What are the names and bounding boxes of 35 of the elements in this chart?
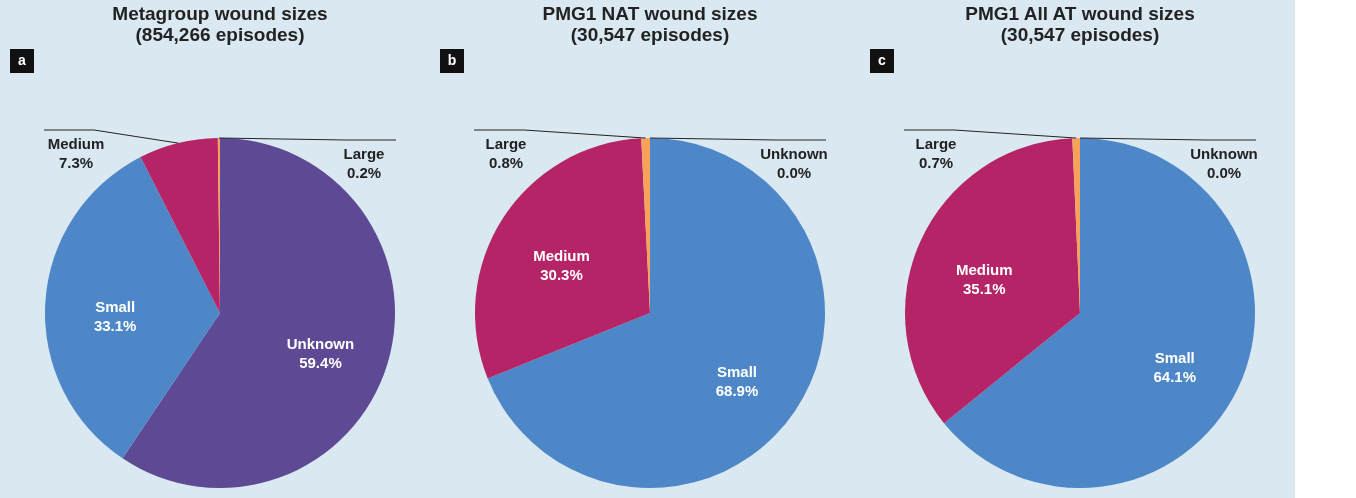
data-label: 59.4% — [299, 353, 342, 371]
data-label: 35.1% — [962, 279, 1006, 297]
legend-label: Unknown — [1190, 145, 1258, 162]
text: a — [18, 52, 27, 68]
chart-title: PMG1 NAT wound sizes (30,547 episodes) — [542, 3, 758, 45]
chart-title: PMG1 All AT wound sizes (30,547 episodes) — [965, 3, 1195, 45]
text: 0.0% — [776, 164, 812, 181]
slice-label: Medium — [47, 135, 105, 152]
slice-label: Large — [343, 145, 385, 162]
data-label: 68.9% — [715, 381, 759, 399]
pie-slice — [140, 138, 220, 313]
slice-label: Unknown — [286, 334, 355, 352]
slice-label: Small — [95, 297, 136, 315]
slice-label: Small — [717, 362, 758, 380]
text: 0.0% — [1206, 164, 1242, 181]
slice-label: Large — [485, 135, 527, 152]
pie-slice — [905, 138, 1080, 424]
data-label: 33.1% — [93, 316, 137, 334]
pie-slice — [475, 138, 650, 379]
slice-label: Medium — [533, 247, 590, 265]
slice-label: Small — [1154, 349, 1195, 367]
data-label: 30.3% — [540, 266, 583, 284]
data-label: 0.2% — [346, 164, 382, 181]
data-label: 64.1% — [1153, 368, 1197, 386]
slice-label: Medium — [955, 260, 1013, 278]
legend-label: Unknown — [760, 145, 828, 162]
slice-label: Large — [915, 135, 957, 152]
text: b — [447, 52, 457, 68]
data-label: 0.8% — [488, 154, 524, 171]
pie-slice — [45, 157, 220, 459]
data-label: 7.3% — [58, 154, 94, 171]
chart-title: Metagroup wound sizes (854,266 episodes) — [112, 3, 328, 45]
data-label: 0.7% — [918, 154, 954, 171]
pie-slice — [487, 138, 825, 488]
text: c — [878, 52, 887, 68]
